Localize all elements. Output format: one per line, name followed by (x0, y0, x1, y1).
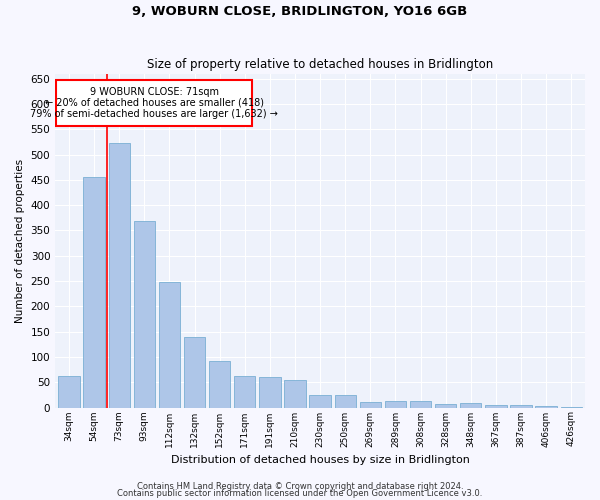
Bar (234, 376, 256, 408)
Bar (335, 395, 356, 407)
Bar (83, 178, 105, 408)
Bar (184, 336, 205, 407)
Bar (359, 402, 381, 407)
Bar (560, 406, 582, 408)
Bar (284, 380, 305, 407)
Bar (435, 404, 457, 407)
Bar (510, 406, 532, 407)
Text: Contains HM Land Registry data © Crown copyright and database right 2024.: Contains HM Land Registry data © Crown c… (137, 482, 463, 491)
Bar (410, 402, 431, 407)
Text: 9 WOBURN CLOSE: 71sqm: 9 WOBURN CLOSE: 71sqm (90, 87, 219, 97)
Bar (109, 144, 130, 408)
Bar (58, 376, 80, 408)
Bar (209, 361, 230, 408)
Bar (159, 282, 180, 408)
Text: ← 20% of detached houses are smaller (418): ← 20% of detached houses are smaller (41… (45, 98, 264, 108)
Bar (310, 395, 331, 407)
Y-axis label: Number of detached properties: Number of detached properties (15, 158, 25, 322)
Bar (134, 222, 155, 408)
Title: Size of property relative to detached houses in Bridlington: Size of property relative to detached ho… (147, 58, 493, 71)
X-axis label: Distribution of detached houses by size in Bridlington: Distribution of detached houses by size … (170, 455, 470, 465)
Bar (460, 404, 481, 407)
Text: 79% of semi-detached houses are larger (1,632) →: 79% of semi-detached houses are larger (… (31, 108, 278, 118)
Text: Contains public sector information licensed under the Open Government Licence v3: Contains public sector information licen… (118, 490, 482, 498)
Bar (535, 406, 557, 407)
Bar (385, 402, 406, 407)
Bar (56, 80, 252, 126)
Bar (259, 377, 281, 408)
Bar (485, 405, 506, 407)
Text: 9, WOBURN CLOSE, BRIDLINGTON, YO16 6GB: 9, WOBURN CLOSE, BRIDLINGTON, YO16 6GB (133, 5, 467, 18)
